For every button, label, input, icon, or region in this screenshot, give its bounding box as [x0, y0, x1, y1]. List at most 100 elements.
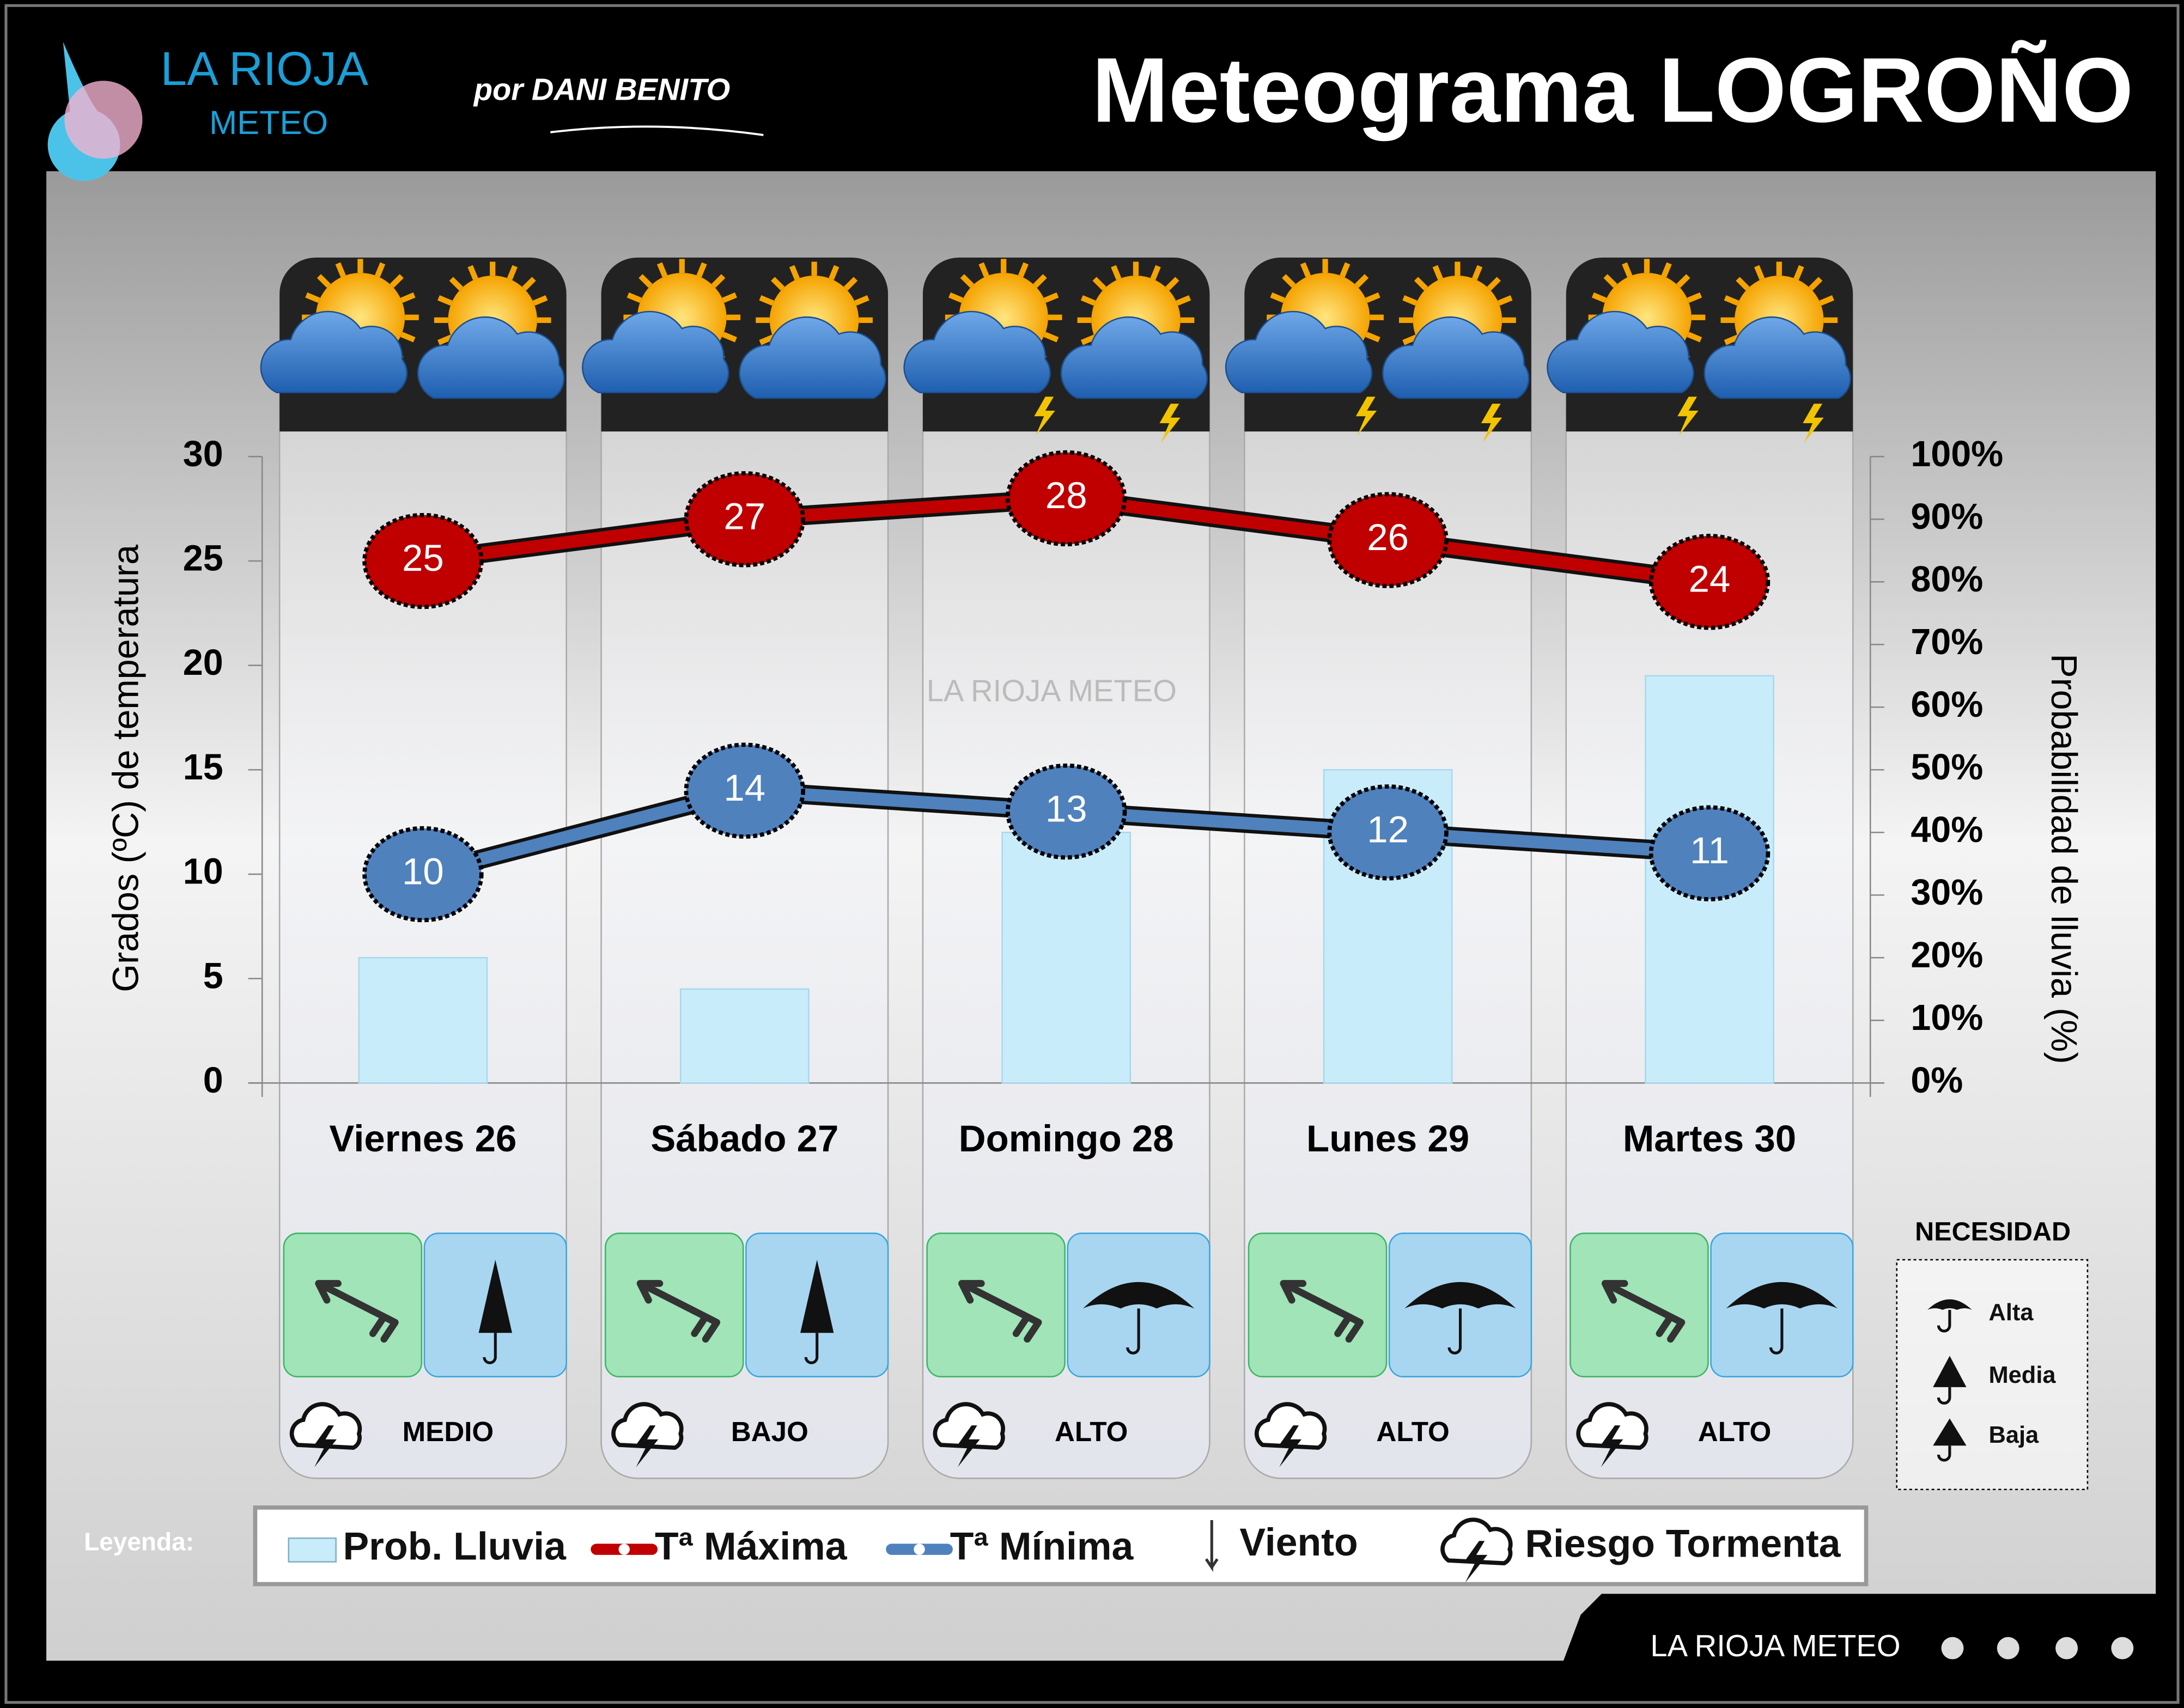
- sun-ray: [390, 274, 404, 288]
- sun-ray: [1687, 292, 1702, 303]
- wind-arrow: [1601, 1280, 1686, 1343]
- day-column: Sábado 27 BAJO: [582, 257, 889, 1479]
- data-label: 24: [1689, 558, 1731, 600]
- sun-ray: [1661, 262, 1672, 278]
- sun-ray: [507, 265, 518, 280]
- cloud: [417, 316, 565, 399]
- wind-box: [926, 1233, 1066, 1377]
- sun-ray: [1150, 265, 1161, 280]
- sun-ray: [1092, 277, 1106, 291]
- storm-cloud: [1440, 1517, 1513, 1566]
- sun-ray: [522, 277, 536, 291]
- temp-marker: [1006, 450, 1127, 547]
- y-tick-label: 0: [203, 1060, 223, 1101]
- y2-tick-label: 100%: [1911, 434, 2003, 474]
- necesidad-box: [1896, 1259, 2089, 1491]
- legend-entry: Tª Mínima: [950, 1525, 1134, 1569]
- cloud: [582, 310, 729, 394]
- umbrella: [1404, 1282, 1516, 1309]
- sun-ray: [1793, 265, 1804, 280]
- bolt: [1481, 404, 1502, 443]
- rain-bar: [679, 988, 810, 1084]
- y-tick-label: 30: [183, 434, 223, 474]
- sun-ray: [467, 265, 478, 280]
- temp-marker: [1648, 805, 1771, 901]
- storm-cloud: [933, 1402, 1006, 1450]
- sun-ray: [948, 292, 964, 303]
- day-label: Viernes 26: [329, 1118, 516, 1160]
- sun-ray: [722, 292, 737, 303]
- data-label: 28: [1045, 474, 1087, 516]
- sun-ray: [1819, 295, 1834, 306]
- sun-ray: [437, 295, 453, 306]
- sun-ray: [711, 274, 726, 288]
- legend-entry: Tª Máxima: [655, 1525, 848, 1569]
- sun-ray: [1676, 274, 1690, 288]
- social-icon: [2055, 1637, 2078, 1660]
- sun-ray: [789, 265, 800, 280]
- sun-ray: [1809, 277, 1823, 291]
- necesidad-title: NECESIDAD: [1915, 1217, 2071, 1246]
- storm-bolt: [314, 1425, 337, 1467]
- temp-marker: [684, 742, 805, 839]
- sun-ray: [978, 262, 989, 278]
- umbrella-handle: [1769, 1308, 1784, 1355]
- social-icon: [1941, 1637, 1964, 1660]
- cloud: [903, 310, 1051, 394]
- sun-ray: [829, 265, 839, 280]
- temp-marker: [362, 513, 484, 609]
- sun-ray: [1270, 292, 1285, 303]
- storm-bolt: [1465, 1541, 1488, 1583]
- sun-ray: [1498, 295, 1513, 306]
- sun-ray: [1622, 262, 1633, 278]
- storm-bolt: [1279, 1425, 1302, 1467]
- sun-ray: [1018, 262, 1029, 278]
- logo-top: LA RIOJA: [161, 42, 368, 95]
- bolt: [1803, 404, 1824, 443]
- legend-dot: [914, 1544, 925, 1555]
- umbrella-box: [1388, 1233, 1532, 1377]
- sun-ray: [1754, 265, 1765, 280]
- legend-box: [253, 1505, 1869, 1587]
- storm-risk: ALTO: [1055, 1416, 1128, 1447]
- wind-arrow: [1280, 1280, 1364, 1343]
- sun-ray: [1033, 274, 1047, 288]
- y2-tick-label: 20%: [1911, 935, 1983, 975]
- y-tick-label: 10: [183, 852, 223, 892]
- umbrella-closed: [800, 1260, 834, 1333]
- umbrella-handle: [1937, 1310, 1951, 1333]
- data-label: 13: [1045, 788, 1087, 829]
- wind-arrow: [315, 1280, 399, 1343]
- frame: [4, 4, 2180, 1704]
- umbrella-handle: [1937, 1387, 1951, 1405]
- sun-ray: [1043, 292, 1059, 303]
- data-label: 12: [1367, 809, 1409, 851]
- watermark: LA RIOJA METEO: [927, 674, 1177, 708]
- y2-tick-label: 80%: [1911, 559, 1983, 600]
- sun-ray: [1340, 262, 1350, 278]
- sun-ray: [638, 274, 653, 288]
- sun-ray: [1043, 332, 1059, 343]
- y-tick-label: 5: [203, 956, 223, 996]
- sun-ray: [1365, 292, 1380, 303]
- y2-tick-label: 50%: [1911, 747, 1983, 788]
- cloud: [1382, 316, 1530, 399]
- sun-ray: [722, 332, 737, 343]
- logo-bottom: METEO: [209, 103, 328, 141]
- sun-ray: [1354, 274, 1369, 288]
- wind-box: [1248, 1233, 1388, 1377]
- legend-entry: Riesgo Tormenta: [1525, 1522, 1841, 1565]
- data-label: 11: [1690, 829, 1729, 871]
- storm-risk: BAJO: [731, 1416, 808, 1447]
- sun-ray: [1300, 262, 1311, 278]
- sun-ray: [1282, 274, 1296, 288]
- rain-bar: [1001, 832, 1131, 1084]
- storm-risk: ALTO: [1376, 1416, 1449, 1447]
- wind-box: [1569, 1233, 1709, 1377]
- y2-tick-label: 70%: [1911, 622, 1983, 662]
- sun-ray: [1432, 265, 1443, 280]
- legend-entry: Viento: [1239, 1521, 1358, 1564]
- umbrella-closed: [1933, 1418, 1967, 1446]
- sun-ray: [854, 295, 869, 306]
